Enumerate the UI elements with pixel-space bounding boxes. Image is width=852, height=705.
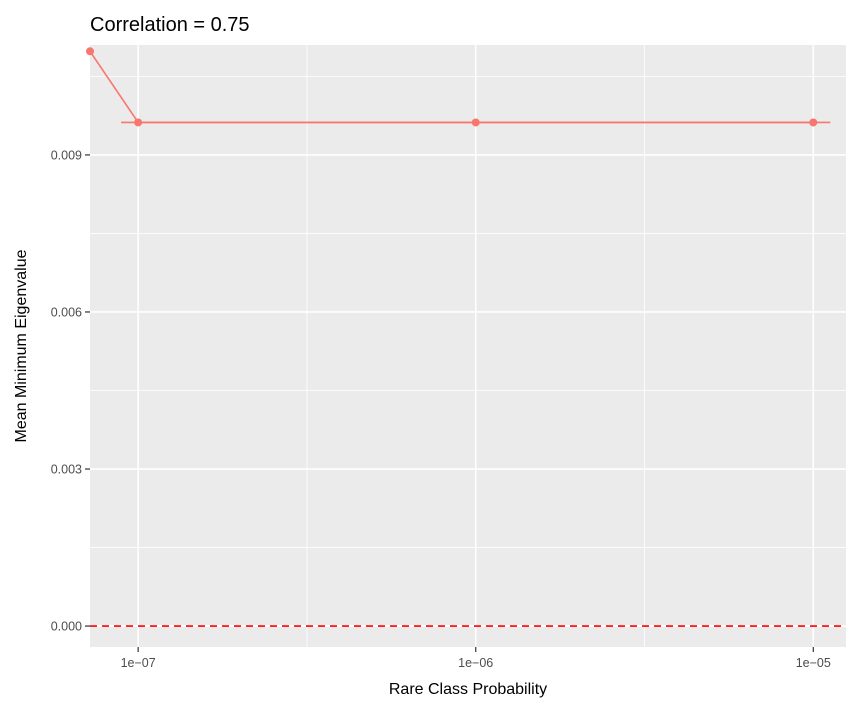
plot-panel [90, 45, 846, 647]
y-tick-label: 0.003 [51, 463, 82, 477]
axis-ticks [85, 154, 814, 652]
series-point [86, 47, 94, 56]
series-point [471, 118, 480, 127]
x-tick-label: 1e−07 [121, 656, 156, 670]
series-layer [86, 47, 831, 127]
chart-title: Correlation = 0.75 [90, 14, 250, 36]
grid-minor [90, 45, 846, 647]
tick-labels: 1e−07 1e−06 1e−05 0.000 0.003 0.006 0.009 [51, 148, 831, 670]
x-tick-label: 1e−05 [796, 656, 831, 670]
y-tick-label: 0.006 [51, 305, 82, 319]
x-tick-label: 1e−06 [458, 656, 493, 670]
y-axis-title: Mean Minimum Eigenvalue [13, 249, 30, 442]
y-tick-label: 0.009 [51, 148, 82, 162]
series-point [134, 118, 143, 127]
x-axis-title: Rare Class Probability [389, 681, 547, 698]
y-tick-label: 0.000 [51, 620, 82, 634]
series-point [809, 118, 818, 127]
